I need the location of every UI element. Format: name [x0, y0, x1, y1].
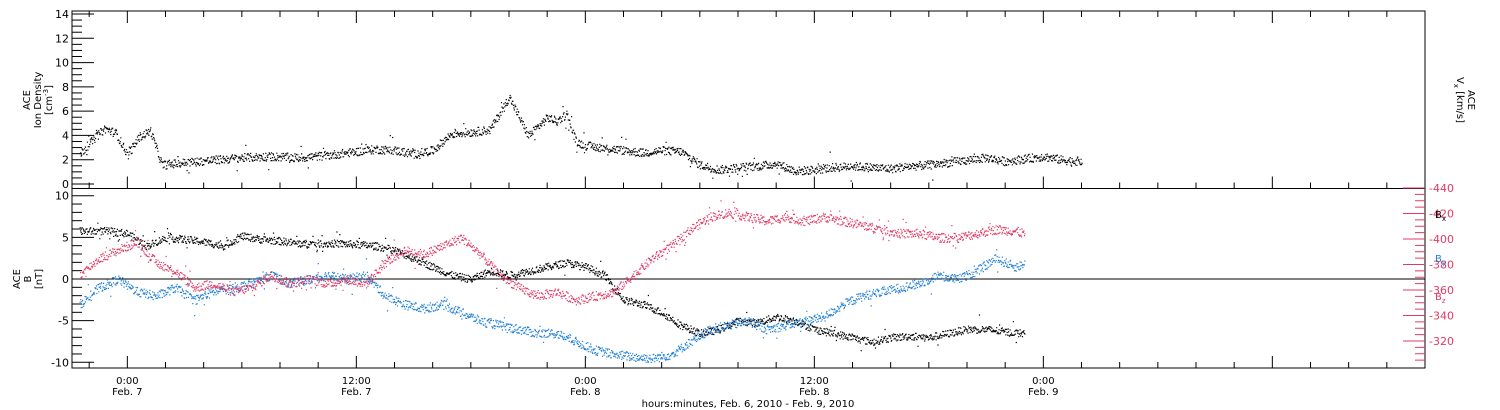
bottom-left-ylabel-line1: ACE — [12, 269, 23, 289]
x-tick-date-label: Feb. 7 — [112, 387, 142, 398]
top-right-tick-label: -320 — [1429, 335, 1454, 348]
legend-bx: Bx — [1435, 210, 1446, 223]
bx-points — [79, 222, 1026, 352]
bz-points — [79, 200, 1026, 306]
top-right-tick-label: -400 — [1429, 233, 1454, 246]
top-left-ylabel-line2: Ion Density — [33, 72, 44, 129]
top-right-tick-label: -340 — [1429, 310, 1454, 323]
top-panel-points — [79, 94, 1083, 182]
top-left-tick-label: 6 — [62, 105, 69, 118]
top-left-ylabel: ACE Ion Density [cm-3] — [22, 72, 55, 129]
top-left-tick-label: 8 — [62, 81, 69, 94]
legend: Bx By Bz — [1435, 210, 1446, 305]
top-left-ylabel-line3: [cm-3] — [42, 85, 55, 115]
bottom-panel-points — [79, 200, 1026, 364]
top-left-tick-label: 14 — [55, 8, 69, 21]
top-right-ylabel: ACE Vx [km/s] — [1452, 77, 1476, 123]
x-tick-time-label: 0:00 — [116, 376, 138, 387]
top-right-tick-label: -420 — [1429, 208, 1454, 221]
bottom-tick-label: -5 — [58, 315, 69, 328]
bottom-tick-label: -10 — [51, 356, 69, 369]
top-right-ylabel-line2: Vx [km/s] — [1452, 77, 1465, 123]
top-right-tick-label: -380 — [1429, 259, 1454, 272]
top-right-tick-label: -440 — [1429, 182, 1454, 195]
bottom-tick-label: 5 — [62, 231, 69, 244]
x-tick-date-label: Feb. 7 — [341, 387, 371, 398]
bottom-tick-label: 10 — [55, 190, 69, 203]
bottom-tick-label: 0 — [62, 273, 69, 286]
legend-by: By — [1435, 254, 1446, 267]
bottom-left-ylabel: ACE B [nT] — [12, 269, 45, 289]
top-left-tick-label: 0 — [62, 178, 69, 191]
bottom-left-ylabel-line3: [nT] — [34, 269, 45, 289]
top-left-tick-label: 2 — [62, 154, 69, 167]
top-left-ylabel-line1: ACE — [22, 90, 33, 110]
bottom-panel-ticks: 10 5 0 -5 -10 — [51, 190, 94, 369]
x-axis-title: hours:minutes, Feb. 6, 2010 - Feb. 9, 20… — [642, 399, 855, 410]
top-left-tick-label: 10 — [55, 57, 69, 70]
top-right-tick-label: -360 — [1429, 284, 1454, 297]
plot-frame — [71, 10, 1426, 369]
x-tick-time-label: 0:00 — [1032, 376, 1054, 387]
top-left-tick-label: 4 — [62, 129, 69, 142]
x-tick-date-label: Feb. 8 — [799, 387, 829, 398]
by-points — [79, 249, 1026, 364]
x-tick-date-label: Feb. 8 — [570, 387, 600, 398]
legend-bz: Bz — [1435, 292, 1446, 305]
x-tick-time-label: 12:00 — [800, 376, 829, 387]
top-left-tick-label: 12 — [55, 32, 69, 45]
top-right-ylabel-line1: ACE — [1465, 90, 1476, 110]
x-tick-date-label: Feb. 9 — [1028, 387, 1058, 398]
top-panel-ticks: 0 2 4 6 8 10 12 14 -320 -340 -360 -380 -400 -420 -440 — [55, 8, 1454, 361]
x-tick-time-label: 0:00 — [574, 376, 596, 387]
x-tick-time-label: 12:00 — [342, 376, 371, 387]
density-points — [79, 94, 1083, 182]
bottom-left-ylabel-line2: B — [23, 275, 34, 282]
